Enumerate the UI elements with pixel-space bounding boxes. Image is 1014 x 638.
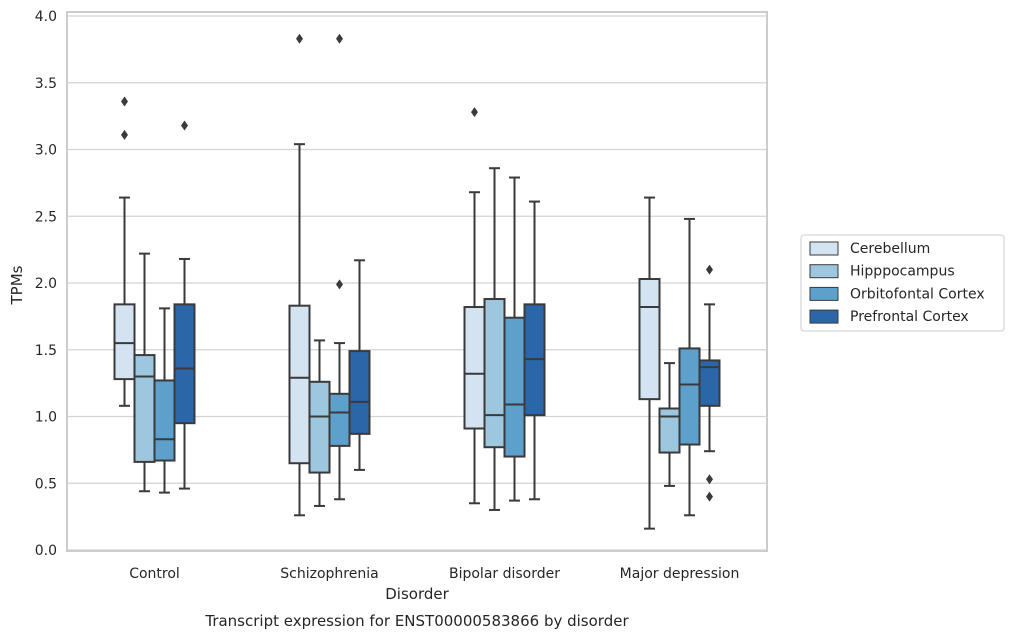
y-axis-ticks: 0.0 0.5 1.0 1.5 2.0 2.5 3.0 3.5 4.0 bbox=[35, 9, 57, 559]
outlier-point bbox=[706, 474, 713, 485]
box-cerebellum-1 bbox=[288, 33, 311, 517]
x-axis-title: Disorder bbox=[385, 585, 449, 603]
legend-label: Orbitofontal Cortex bbox=[850, 286, 985, 302]
box-cerebellum-0 bbox=[113, 96, 136, 407]
legend-item: Hipppocampus bbox=[809, 264, 955, 280]
x-tick-label: Schizophrenia bbox=[280, 566, 378, 582]
grid-lines bbox=[67, 15, 767, 551]
box-hipppocampus-0 bbox=[133, 252, 156, 493]
legend-swatch bbox=[809, 309, 839, 324]
box-prefrontal-cortex-3 bbox=[698, 264, 721, 502]
box-iqr bbox=[133, 354, 156, 463]
legend-label: Cerebellum bbox=[850, 241, 930, 257]
box-iqr bbox=[328, 392, 351, 447]
box-iqr bbox=[153, 379, 176, 462]
legend-swatch bbox=[809, 264, 839, 279]
y-tick-label: 3.5 bbox=[35, 76, 57, 92]
x-tick-label: Bipolar disorder bbox=[449, 566, 560, 582]
box-iqr bbox=[308, 380, 331, 474]
box-orbitofontal-cortex-1 bbox=[328, 33, 351, 501]
box-iqr bbox=[173, 303, 196, 425]
box-orbitofontal-cortex-0 bbox=[153, 307, 176, 494]
legend-items: Cerebellum Hipppocampus Orbitofontal Corte… bbox=[809, 241, 985, 325]
outlier-point bbox=[706, 491, 713, 502]
outlier-point bbox=[336, 33, 343, 44]
outlier-point bbox=[706, 264, 713, 275]
outlier-point bbox=[296, 33, 303, 44]
legend-swatch bbox=[809, 286, 839, 301]
box-iqr bbox=[658, 407, 681, 454]
box-iqr bbox=[113, 303, 136, 381]
y-tick-label: 0.0 bbox=[35, 543, 57, 559]
y-tick-label: 1.5 bbox=[35, 343, 57, 359]
legend-frame bbox=[800, 234, 1005, 332]
box-iqr bbox=[698, 359, 721, 407]
box-iqr bbox=[288, 304, 311, 465]
box-iqr bbox=[503, 316, 526, 458]
box-hipppocampus-2 bbox=[483, 167, 506, 511]
y-tick-label: 0.5 bbox=[35, 476, 57, 492]
legend-item: Orbitofontal Cortex bbox=[809, 286, 985, 302]
y-tick-label: 1.0 bbox=[35, 410, 57, 426]
x-tick-label: Major depression bbox=[620, 566, 740, 582]
box-iqr bbox=[678, 347, 701, 446]
x-axis-ticks: Control Schizophrenia Bipolar disorder Majo… bbox=[129, 566, 739, 582]
box-iqr bbox=[348, 350, 371, 435]
y-axis-title: TPMs bbox=[8, 265, 26, 305]
legend-label: Hipppocampus bbox=[850, 264, 955, 280]
box-hipppocampus-1 bbox=[308, 339, 331, 507]
box-prefrontal-cortex-1 bbox=[348, 259, 371, 471]
box-iqr bbox=[463, 306, 486, 430]
box-plot-series bbox=[113, 33, 721, 530]
y-tick-label: 4.0 bbox=[35, 9, 57, 25]
legend: Cerebellum Hipppocampus Orbitofontal Corte… bbox=[800, 234, 1005, 332]
legend-swatch bbox=[809, 241, 839, 256]
outlier-point bbox=[336, 279, 343, 290]
box-hipppocampus-3 bbox=[658, 362, 681, 487]
legend-item: Prefrontal Cortex bbox=[809, 309, 969, 325]
outlier-point bbox=[121, 96, 128, 107]
outlier-point bbox=[121, 129, 128, 140]
box-orbitofontal-cortex-3 bbox=[678, 217, 701, 517]
y-tick-label: 2.5 bbox=[35, 209, 57, 225]
outlier-point bbox=[471, 107, 478, 118]
plot-frame bbox=[66, 11, 768, 552]
x-tick-label: Control bbox=[129, 566, 180, 582]
box-iqr bbox=[638, 277, 661, 401]
chart-caption: Transcript expression for ENST0000058386… bbox=[204, 612, 629, 630]
y-tick-label: 2.0 bbox=[35, 276, 57, 292]
box-prefrontal-cortex-2 bbox=[523, 200, 546, 501]
legend-item: Cerebellum bbox=[809, 241, 930, 257]
outlier-point bbox=[181, 120, 188, 131]
box-cerebellum-3 bbox=[638, 196, 661, 530]
box-cerebellum-2 bbox=[463, 107, 486, 505]
box-orbitofontal-cortex-2 bbox=[503, 176, 526, 502]
box-prefrontal-cortex-0 bbox=[173, 120, 196, 490]
legend-label: Prefrontal Cortex bbox=[850, 309, 969, 325]
box-iqr bbox=[483, 298, 506, 449]
y-tick-label: 3.0 bbox=[35, 143, 57, 159]
